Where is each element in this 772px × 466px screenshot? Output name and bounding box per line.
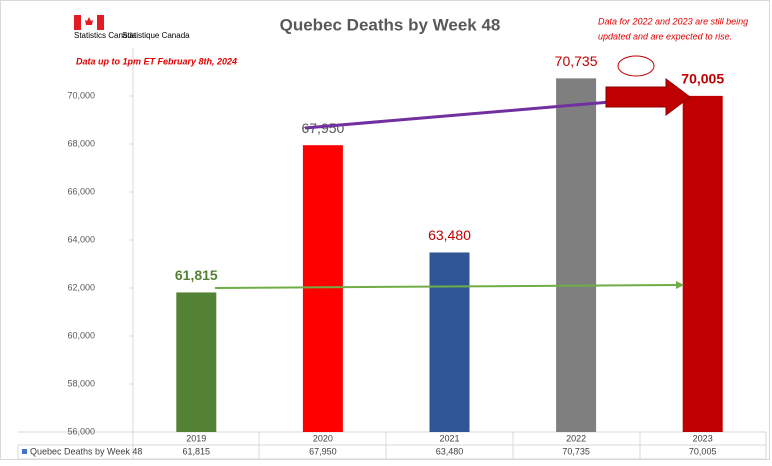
bar (176, 292, 216, 432)
x-tick-label: 2021 (439, 433, 459, 443)
annotation: Data for 2022 and 2023 are still being (598, 16, 748, 26)
y-tick-label: 60,000 (67, 330, 95, 340)
bar (683, 96, 723, 432)
x-tick-label: 2022 (566, 433, 586, 443)
table-cell: 61,815 (183, 446, 211, 456)
x-tick-label: 2019 (186, 433, 206, 443)
x-tick-label: 2023 (693, 433, 713, 443)
logo-flag (74, 15, 104, 30)
y-tick-label: 62,000 (67, 282, 95, 292)
legend-label: Quebec Deaths by Week 48 (30, 446, 142, 456)
y-tick-label: 58,000 (67, 378, 95, 388)
data-label: 70,005 (681, 71, 724, 87)
bar (303, 145, 343, 432)
bar (556, 78, 596, 432)
x-tick-label: 2020 (313, 433, 333, 443)
annotation: updated and are expected to rise. (598, 31, 732, 41)
data-label: 61,815 (175, 267, 218, 283)
bar (430, 252, 470, 432)
table-cell: 67,950 (309, 446, 337, 456)
y-tick-label: 66,000 (67, 186, 95, 196)
legend-key (22, 449, 27, 454)
y-tick-label: 56,000 (67, 426, 95, 436)
y-tick-label: 64,000 (67, 234, 95, 244)
data-label: 70,735 (555, 53, 598, 69)
table-cell: 70,735 (562, 446, 590, 456)
table-cell: 63,480 (436, 446, 464, 456)
note: Data up to 1pm ET February 8th, 2024 (76, 56, 237, 66)
page: {"chart_data": {"type": "bar", "title": … (0, 0, 772, 466)
logo-text: Statistique Canada (122, 31, 190, 40)
data-label: 63,480 (428, 227, 471, 243)
chart-border (1, 1, 770, 460)
y-tick-label: 68,000 (67, 138, 95, 148)
y-tick-label: 70,000 (67, 90, 95, 100)
chart-title: Quebec Deaths by Week 48 (280, 15, 501, 34)
chart: Statistics Canada Statistique Canada Que… (0, 0, 772, 461)
table-cell: 70,005 (689, 446, 717, 456)
